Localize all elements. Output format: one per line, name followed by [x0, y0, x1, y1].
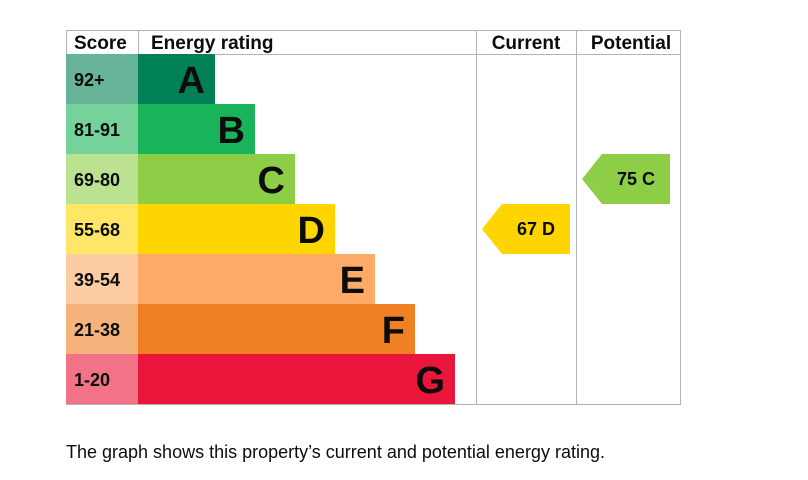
- potential-arrow: [582, 154, 670, 204]
- score-cell-d: [66, 204, 138, 254]
- energy-rating-chart: Score Energy rating Current Potential 92…: [66, 30, 681, 405]
- score-cell-c: [66, 154, 138, 204]
- score-label-e: 39-54: [74, 270, 120, 290]
- score-cell-e: [66, 254, 138, 304]
- rating-bar-e: [138, 254, 375, 304]
- rating-letter-g: G: [415, 360, 445, 402]
- rating-bar-d: [138, 204, 335, 254]
- header-current: Current: [492, 33, 561, 54]
- rating-letter-f: F: [382, 310, 405, 352]
- score-cell-g: [66, 354, 138, 404]
- header-potential: Potential: [591, 33, 671, 54]
- score-cell-f: [66, 304, 138, 354]
- potential-rating-label: 75 C: [617, 169, 655, 189]
- rating-letter-b: B: [218, 110, 245, 152]
- rating-letter-e: E: [340, 260, 365, 302]
- rating-arrows: 67 D 75 C: [482, 154, 670, 254]
- rating-letter-a: A: [178, 60, 205, 102]
- rating-bar-a: [138, 54, 215, 104]
- header-score: Score: [74, 33, 127, 54]
- score-label-a: 92+: [74, 70, 105, 90]
- rating-bands: 92+ A 81-91 B 69-80 C 55-68 D 39-54 E 21-38 F 1-20 G: [66, 54, 455, 404]
- score-label-g: 1-20: [74, 370, 110, 390]
- chart-caption: The graph shows this property’s current …: [66, 442, 605, 462]
- rating-letter-d: D: [298, 210, 325, 252]
- score-label-d: 55-68: [74, 220, 120, 240]
- rating-bar-f: [138, 304, 415, 354]
- score-label-c: 69-80: [74, 170, 120, 190]
- rating-bar-b: [138, 104, 255, 154]
- current-rating-label: 67 D: [517, 219, 555, 239]
- score-label-b: 81-91: [74, 120, 120, 140]
- current-arrow: [482, 204, 570, 254]
- header-energy-rating: Energy rating: [151, 33, 273, 54]
- rating-bar-g: [138, 354, 455, 404]
- rating-bar-c: [138, 154, 295, 204]
- score-label-f: 21-38: [74, 320, 120, 340]
- score-cell-b: [66, 104, 138, 154]
- chart-headers: Score Energy rating Current Potential: [74, 33, 671, 54]
- rating-letter-c: C: [258, 160, 285, 202]
- score-cell-a: [66, 54, 138, 104]
